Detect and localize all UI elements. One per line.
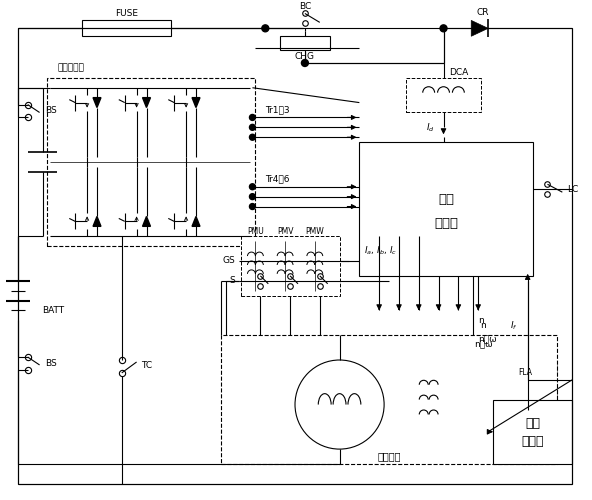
Bar [359,142,533,276]
Text: FUSE: FUSE [115,9,138,18]
Bar [493,365,558,394]
Text: 变频: 变频 [438,192,454,205]
Text: n: n [478,316,484,325]
Text: 主发电机: 主发电机 [377,451,401,461]
Text: $I_d$: $I_d$ [426,121,435,134]
Text: TC: TC [141,362,153,370]
Circle shape [301,60,308,66]
Circle shape [249,184,255,190]
Text: S: S [230,276,236,285]
Polygon shape [192,216,200,226]
Text: $I_a$, $I_b$, $I_c$: $I_a$, $I_b$, $I_c$ [364,245,397,258]
Circle shape [440,25,447,32]
Bar [280,36,330,50]
Text: PMU: PMU [247,227,264,236]
Text: BATT: BATT [43,306,65,315]
Text: GS: GS [223,256,236,266]
Text: PMW: PMW [305,227,324,236]
Text: BS: BS [46,360,57,368]
Text: BS: BS [46,106,57,115]
Text: n＞ω: n＞ω [478,336,497,344]
Text: CHG: CHG [295,52,315,60]
Polygon shape [143,216,150,226]
Bar [47,78,255,246]
Text: DCA: DCA [449,68,468,78]
Polygon shape [192,98,200,108]
Text: $I_f$: $I_f$ [510,319,518,332]
Polygon shape [143,98,150,108]
Text: BC: BC [299,2,311,11]
Circle shape [249,204,255,210]
Polygon shape [93,216,101,226]
Text: FLA: FLA [518,368,532,378]
Circle shape [249,124,255,130]
Text: Tr1～3: Tr1～3 [265,105,290,114]
Text: n＞ω: n＞ω [474,340,493,349]
Polygon shape [471,20,488,36]
Text: Tr4～6: Tr4～6 [265,174,290,184]
Text: n: n [480,321,486,330]
Text: LC: LC [567,184,578,194]
Bar [240,236,340,296]
Circle shape [249,194,255,200]
Circle shape [262,25,269,32]
Circle shape [249,114,255,120]
Text: 牵引逆变器: 牵引逆变器 [57,64,84,72]
Bar [493,400,572,464]
Bar [82,20,171,36]
Polygon shape [93,98,101,108]
Text: 控制器: 控制器 [434,218,458,230]
Text: CR: CR [477,8,490,17]
Circle shape [249,134,255,140]
Text: 励磁: 励磁 [525,418,540,430]
Bar [221,336,558,464]
Bar [406,78,481,112]
Text: 斩波器: 斩波器 [522,435,544,448]
Text: PMV: PMV [277,227,294,236]
